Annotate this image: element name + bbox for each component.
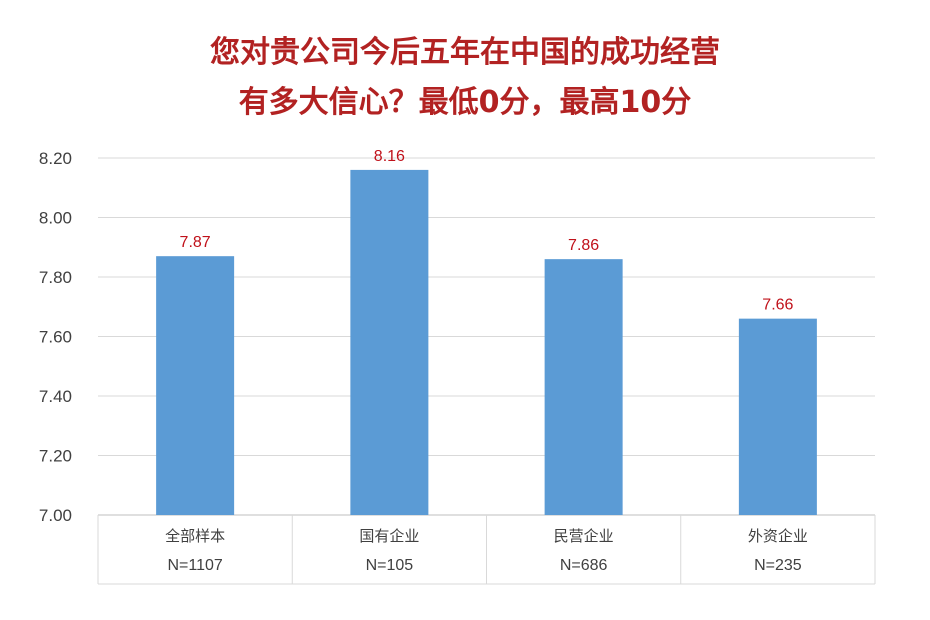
category-label: 外资企业 [748,527,808,545]
category-table: 全部样本 N=1107 国有企业 N=105 民营企业 N=686 外资企业 N=235 [97,515,876,585]
data-labels: 7.87 8.16 7.86 7.66 [180,148,794,314]
bar [738,318,817,515]
chart-title: 您对贵公司今后五年在中国的成功经营 有多大信心？最低0分，最高10分 [210,35,720,120]
data-label: 7.86 [568,237,599,254]
data-label: 7.66 [762,297,793,314]
sample-size-label: N=686 [560,557,608,574]
y-tick-label: 7.40 [39,387,72,406]
category-label: 国有企业 [359,527,419,545]
y-tick-label: 8.20 [39,149,72,168]
sample-size-label: N=1107 [167,557,222,574]
y-tick-label: 7.00 [39,506,72,525]
y-axis: 7.00 7.20 7.40 7.60 7.80 8.00 8.20 [39,149,72,525]
y-tick-label: 7.60 [39,328,72,347]
y-tick-label: 7.80 [39,268,72,287]
sample-size-label: N=105 [366,557,414,574]
chart-title-line-1: 您对贵公司今后五年在中国的成功经营 [210,35,720,70]
category-label: 全部样本 [165,527,225,545]
bar [544,259,623,515]
data-label: 7.87 [180,234,211,251]
category-label: 民营企业 [554,527,614,545]
chart-title-line-2: 有多大信心？最低0分，最高10分 [239,85,692,120]
sample-size-label: N=235 [754,557,802,574]
y-tick-label: 8.00 [39,209,72,228]
bar [156,256,235,515]
bar [350,169,429,515]
data-label: 8.16 [374,148,405,165]
y-tick-label: 7.20 [39,447,72,466]
bars [156,169,817,515]
